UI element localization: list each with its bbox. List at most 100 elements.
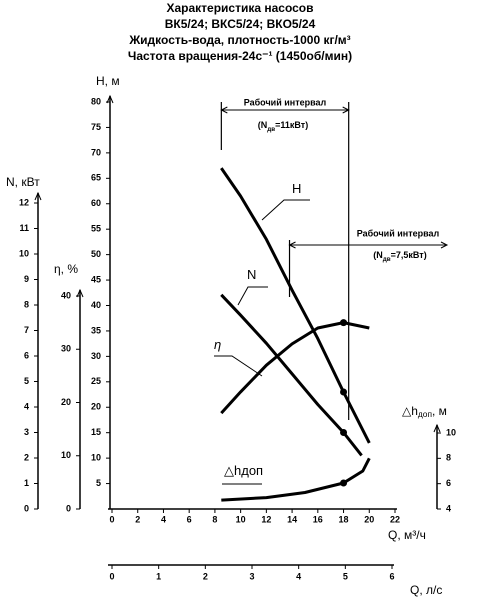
- label-part: N: [247, 267, 256, 282]
- subscript: дв: [267, 126, 275, 133]
- y-tick-label: 15: [91, 427, 101, 437]
- y-tick-label: 0: [24, 503, 29, 513]
- label-part: η: [214, 337, 221, 352]
- title-line: ВК5/24; ВКС5/24; ВКО5/24: [165, 17, 316, 31]
- y-tick-label: 25: [91, 376, 101, 386]
- y-tick-label: 5: [24, 376, 29, 386]
- x-tick-label: 8: [212, 514, 217, 524]
- x-tick-label: 16: [313, 514, 323, 524]
- x2-tick-label: 4: [296, 571, 301, 581]
- label-part: △h: [224, 463, 241, 478]
- y-axis-label: η, %: [54, 262, 78, 276]
- x2-tick-label: 5: [343, 571, 348, 581]
- y-tick-label: 11: [19, 223, 29, 233]
- curve-label: η: [214, 337, 221, 352]
- x-tick-label: 6: [187, 514, 192, 524]
- y-tick-label: 45: [91, 274, 101, 284]
- label-part: доп: [241, 463, 263, 478]
- axis-arrow: [433, 423, 441, 433]
- y-tick-label: 3: [24, 427, 29, 437]
- subscript: дв: [383, 256, 391, 263]
- label-part: H: [292, 181, 301, 196]
- y-tick-label: 4: [446, 503, 451, 513]
- y-tick-label: 20: [61, 397, 71, 407]
- axis-arrow: [34, 191, 42, 201]
- y-tick-label: 2: [24, 452, 29, 462]
- y-tick-label: 10: [61, 450, 71, 460]
- y-tick-label: 8: [24, 299, 29, 309]
- y-tick-label: 70: [91, 147, 101, 157]
- y-tick-label: 10: [19, 248, 29, 258]
- y-tick-label: 75: [91, 122, 101, 132]
- curve-label: H: [292, 181, 301, 196]
- interval-note: (Nдв=11кВт): [258, 120, 308, 132]
- operating-point: [340, 429, 348, 436]
- x-tick-label: 18: [339, 514, 349, 524]
- axis-arrow: [76, 288, 84, 298]
- operating-point: [340, 479, 348, 487]
- x-axis-label: Q, м³/ч: [388, 528, 426, 542]
- subscript: доп: [418, 409, 432, 419]
- x2-tick-label: 6: [389, 571, 394, 581]
- y-tick-label: 1: [24, 478, 29, 488]
- x-tick-label: 14: [287, 514, 297, 524]
- y-tick-label: 12: [19, 197, 29, 207]
- interval-label: Рабочий интервал: [244, 97, 327, 107]
- label-part: η, %: [54, 262, 78, 276]
- leader-line: [261, 199, 310, 221]
- label-part: △h: [402, 404, 418, 418]
- y-tick-label: 5: [96, 478, 101, 488]
- label-part: (N: [373, 250, 383, 260]
- x2-tick-label: 0: [109, 571, 114, 581]
- y-tick-label: 40: [61, 290, 71, 300]
- y-tick-label: 80: [91, 96, 101, 106]
- y-tick-label: 6: [446, 478, 451, 488]
- x-tick-label: 22: [390, 514, 400, 524]
- operating-point: [340, 388, 348, 396]
- label-part: =7,5кВт): [391, 250, 427, 260]
- x2-axis-label: Q, л/с: [410, 583, 442, 597]
- title-line: Жидкость-вода, плотность-1000 кг/м³: [128, 33, 350, 47]
- y-tick-label: 35: [91, 325, 101, 335]
- y-tick-label: 60: [91, 198, 101, 208]
- y-tick-label: 55: [91, 224, 101, 234]
- curve-label: △hдоп: [224, 463, 263, 478]
- interval-arrow: [342, 106, 350, 114]
- y-axis-label: N, кВт: [6, 175, 40, 189]
- y-tick-label: 40: [91, 300, 101, 310]
- interval-arrow: [440, 241, 449, 249]
- curve: [221, 457, 371, 502]
- label-part: H, м: [96, 74, 120, 88]
- interval-label: Рабочий интервал: [357, 228, 440, 238]
- label-part: N, кВт: [6, 175, 40, 189]
- y-tick-label: 6: [24, 350, 29, 360]
- title-line: Частота вращения-24с⁻¹ (1450об/мин): [128, 49, 352, 63]
- interval-note: (Nдв=7,5кВт): [373, 250, 426, 262]
- x-tick-label: 10: [236, 514, 246, 524]
- x-tick-label: 12: [261, 514, 271, 524]
- interval-arrow: [288, 241, 296, 249]
- curve: [220, 167, 371, 444]
- curve-label: N: [247, 267, 256, 282]
- title-line: Характеристика насосов: [166, 1, 313, 15]
- y-tick-label: 65: [91, 173, 101, 183]
- y-tick-label: 8: [446, 453, 451, 463]
- x-tick-label: 4: [161, 514, 166, 524]
- y-tick-label: 10: [446, 427, 456, 437]
- y-tick-label: 20: [91, 402, 101, 412]
- leader-line: [214, 355, 263, 377]
- label-part: , м: [432, 404, 447, 418]
- y-tick-label: 30: [91, 351, 101, 361]
- x-tick-label: 2: [135, 514, 140, 524]
- leader-line: [237, 286, 268, 306]
- y-tick-label: 4: [24, 401, 29, 411]
- label-part: (N: [258, 120, 268, 130]
- y-tick-label: 7: [24, 325, 29, 335]
- interval-arrow: [220, 106, 228, 114]
- label-part: =11кВт): [275, 120, 308, 130]
- axis-arrow: [106, 94, 114, 104]
- x-tick-label: 0: [109, 514, 114, 524]
- y-tick-label: 50: [91, 249, 101, 259]
- y-tick-label: 9: [24, 274, 29, 284]
